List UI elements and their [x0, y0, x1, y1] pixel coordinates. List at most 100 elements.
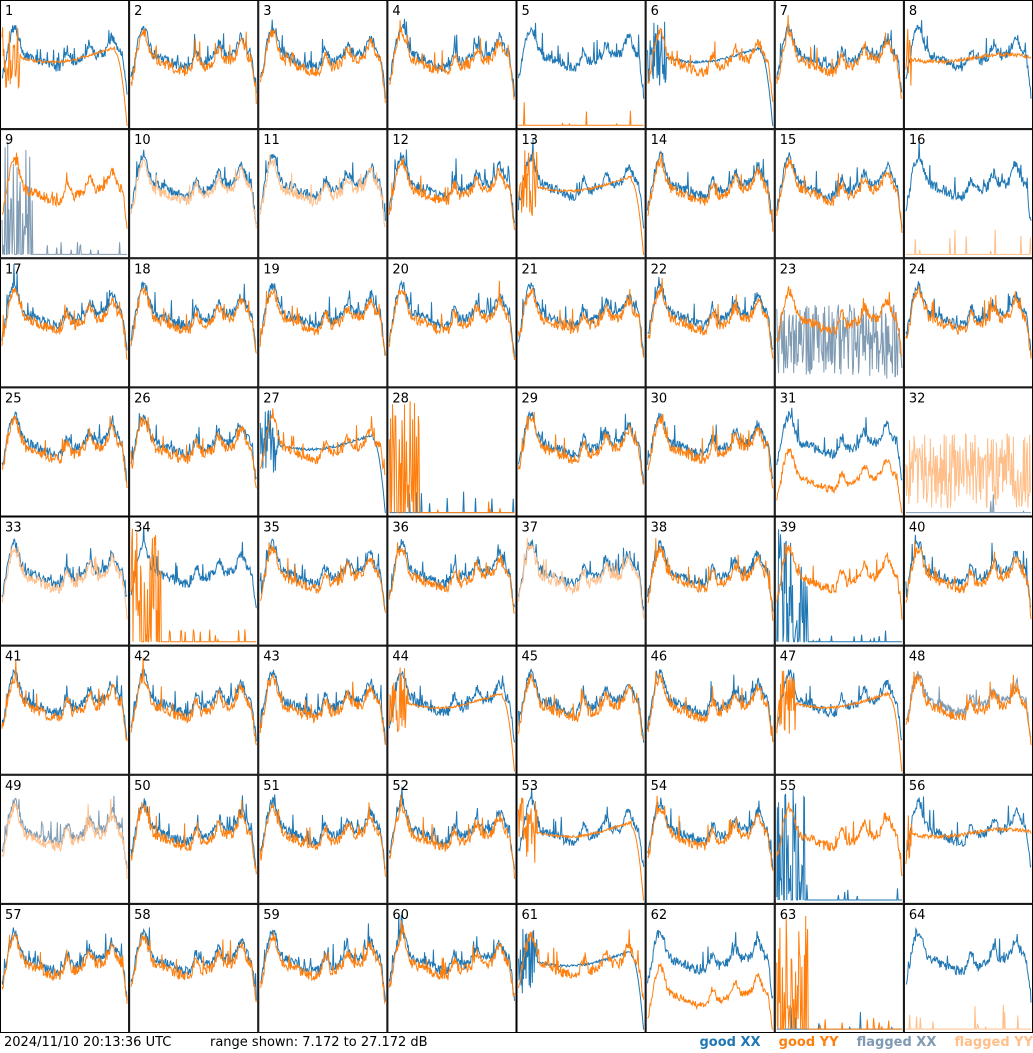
series-xx-good — [647, 669, 774, 742]
series-yy-flagged — [1, 798, 128, 879]
series-yy-good — [130, 933, 257, 1003]
series-xx-good — [388, 279, 515, 358]
panel-label: 23 — [780, 262, 797, 277]
series-yy-good — [1, 932, 128, 1004]
panel-frame — [903, 516, 1033, 646]
panel-frame — [645, 258, 775, 388]
panel-43: 43 — [258, 645, 388, 775]
panel-label: 9 — [5, 133, 13, 148]
panel-11: 11 — [258, 129, 388, 259]
panel-label: 12 — [392, 133, 409, 148]
panel-59: 59 — [258, 903, 388, 1033]
series-yy-good — [388, 794, 515, 879]
panel-frame — [903, 0, 1033, 130]
series-yy-good — [388, 20, 515, 100]
panel-label: 32 — [909, 391, 926, 406]
panel-61: 61 — [516, 903, 646, 1033]
series-yy-flagged — [905, 229, 1032, 255]
series-yy-flagged — [259, 154, 386, 228]
series-xx-good — [259, 794, 386, 870]
panel-label: 46 — [651, 650, 668, 665]
series-yy-flagged — [1, 546, 128, 620]
panel-frame — [903, 903, 1033, 1033]
panel-label: 50 — [134, 779, 151, 794]
panel-45: 45 — [516, 645, 646, 775]
panel-22: 22 — [645, 258, 775, 388]
panel-60: 60 — [387, 903, 517, 1033]
panel-frame — [903, 645, 1033, 775]
panel-57: 57 — [0, 903, 130, 1033]
panel-frame — [0, 258, 130, 388]
panel-frame — [387, 516, 517, 646]
panel-label: 37 — [522, 521, 539, 536]
panel-7: 7 — [774, 0, 904, 130]
series-yy-good — [518, 797, 645, 901]
panel-46: 46 — [645, 645, 775, 775]
panel-56: 56 — [903, 774, 1033, 904]
series-xx-flagged — [905, 494, 1031, 514]
legend-good-yy: good YY — [778, 1035, 839, 1050]
series-yy-good — [647, 671, 774, 743]
series-yy-good — [388, 157, 515, 231]
panel-label: 7 — [780, 4, 788, 19]
panel-50: 50 — [129, 774, 259, 904]
panel-41: 41 — [0, 645, 130, 775]
series-yy-good — [776, 670, 903, 772]
panel-label: 13 — [522, 133, 539, 148]
panel-frame — [129, 903, 259, 1033]
panel-label: 28 — [392, 391, 409, 406]
panel-62: 62 — [645, 903, 775, 1033]
panel-label: 26 — [134, 391, 151, 406]
panel-frame — [645, 903, 775, 1033]
series-xx-flagged — [1, 141, 128, 255]
panel-label: 41 — [5, 650, 22, 665]
panel-label: 4 — [392, 4, 400, 19]
panel-label: 38 — [651, 521, 668, 536]
panel-frame — [903, 774, 1033, 904]
series-xx-good — [518, 787, 645, 867]
series-xx-good — [388, 18, 515, 97]
series-yy-good — [259, 288, 386, 357]
panel-label: 54 — [651, 779, 668, 794]
panel-27: 27 — [258, 387, 388, 517]
series-yy-good — [1, 416, 128, 489]
panel-label: 16 — [909, 133, 926, 148]
series-xx-good — [776, 669, 903, 741]
panel-frame — [387, 774, 517, 904]
panel-12: 12 — [387, 129, 517, 259]
series-yy-good — [130, 416, 257, 489]
panel-label: 30 — [651, 391, 668, 406]
panel-label: 45 — [522, 650, 539, 665]
panel-frame — [0, 516, 130, 646]
panel-label: 52 — [392, 779, 409, 794]
panel-label: 25 — [5, 391, 22, 406]
series-yy-good — [130, 28, 257, 105]
series-yy-good — [776, 285, 903, 357]
panel-36: 36 — [387, 516, 517, 646]
panel-frame — [129, 0, 259, 130]
panel-frame — [258, 903, 388, 1033]
series-yy-flagged — [905, 433, 1032, 509]
panel-label: 6 — [651, 4, 659, 19]
series-yy-good — [1, 27, 128, 126]
panel-label: 48 — [909, 650, 926, 665]
panel-label: 24 — [909, 262, 926, 277]
panel-21: 21 — [516, 258, 646, 388]
panel-64: 64 — [903, 903, 1033, 1033]
series-yy-good — [518, 150, 645, 256]
series-yy-flagged — [905, 1004, 1031, 1030]
panel-label: 59 — [263, 908, 280, 923]
panel-label: 14 — [651, 133, 668, 148]
panel-42: 42 — [129, 645, 259, 775]
panel-label: 39 — [780, 521, 797, 536]
panel-33: 33 — [0, 516, 130, 646]
panel-35: 35 — [258, 516, 388, 646]
panel-3: 3 — [258, 0, 388, 130]
series-yy-flagged — [518, 537, 645, 619]
series-xx-good — [776, 407, 903, 481]
panel-frame — [516, 0, 646, 130]
series-xx-good — [647, 929, 774, 999]
panel-label: 19 — [263, 262, 280, 277]
panel-1: 1 — [0, 0, 130, 130]
panel-52: 52 — [387, 774, 517, 904]
